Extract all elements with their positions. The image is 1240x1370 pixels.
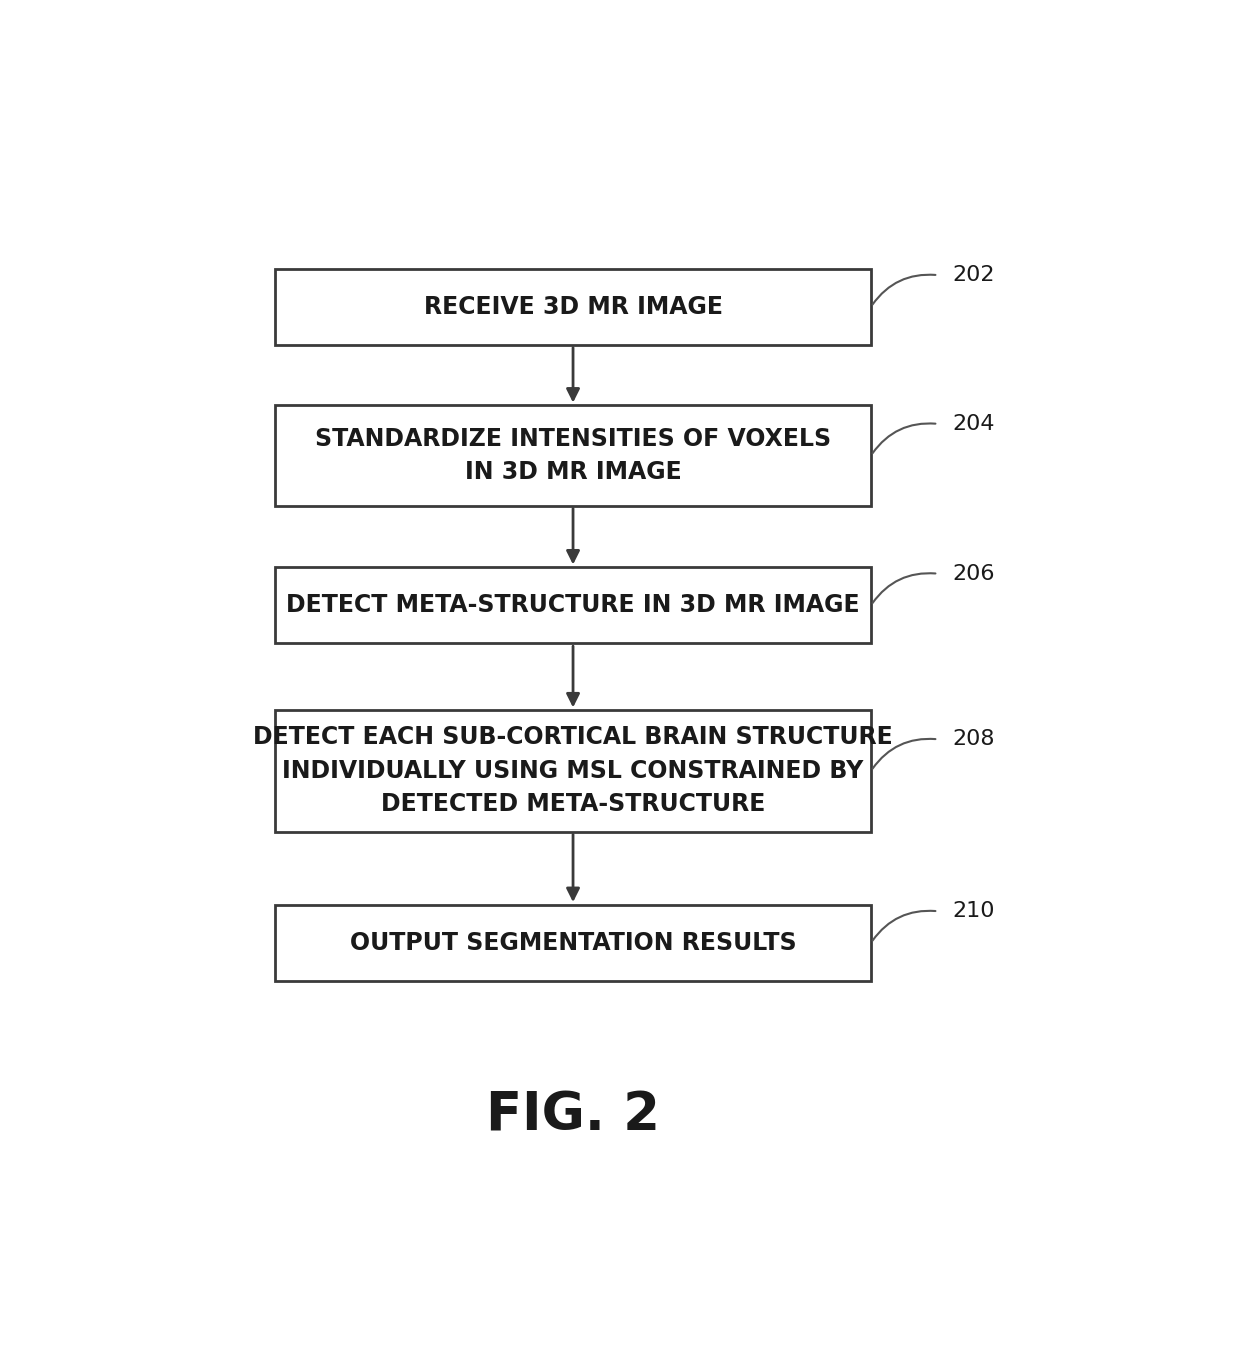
Text: 208: 208	[952, 729, 996, 749]
Bar	[275, 710, 870, 832]
Bar	[275, 567, 870, 644]
Text: 206: 206	[952, 563, 996, 584]
FancyArrowPatch shape	[873, 275, 935, 304]
Bar	[275, 269, 870, 345]
Text: 202: 202	[952, 266, 996, 285]
Text: FIG. 2: FIG. 2	[486, 1091, 660, 1143]
Text: 204: 204	[952, 414, 996, 434]
FancyArrowPatch shape	[873, 738, 935, 769]
Bar	[275, 906, 870, 981]
Text: OUTPUT SEGMENTATION RESULTS: OUTPUT SEGMENTATION RESULTS	[350, 932, 796, 955]
Bar	[275, 406, 870, 506]
Text: STANDARDIZE INTENSITIES OF VOXELS
IN 3D MR IMAGE: STANDARDIZE INTENSITIES OF VOXELS IN 3D …	[315, 427, 831, 485]
FancyArrowPatch shape	[873, 911, 935, 941]
Text: 210: 210	[952, 901, 996, 921]
Text: RECEIVE 3D MR IMAGE: RECEIVE 3D MR IMAGE	[424, 295, 723, 319]
Text: DETECT META-STRUCTURE IN 3D MR IMAGE: DETECT META-STRUCTURE IN 3D MR IMAGE	[286, 593, 859, 618]
FancyArrowPatch shape	[873, 423, 935, 453]
Text: DETECT EACH SUB-CORTICAL BRAIN STRUCTURE
INDIVIDUALLY USING MSL CONSTRAINED BY
D: DETECT EACH SUB-CORTICAL BRAIN STRUCTURE…	[253, 726, 893, 817]
FancyArrowPatch shape	[873, 573, 935, 603]
